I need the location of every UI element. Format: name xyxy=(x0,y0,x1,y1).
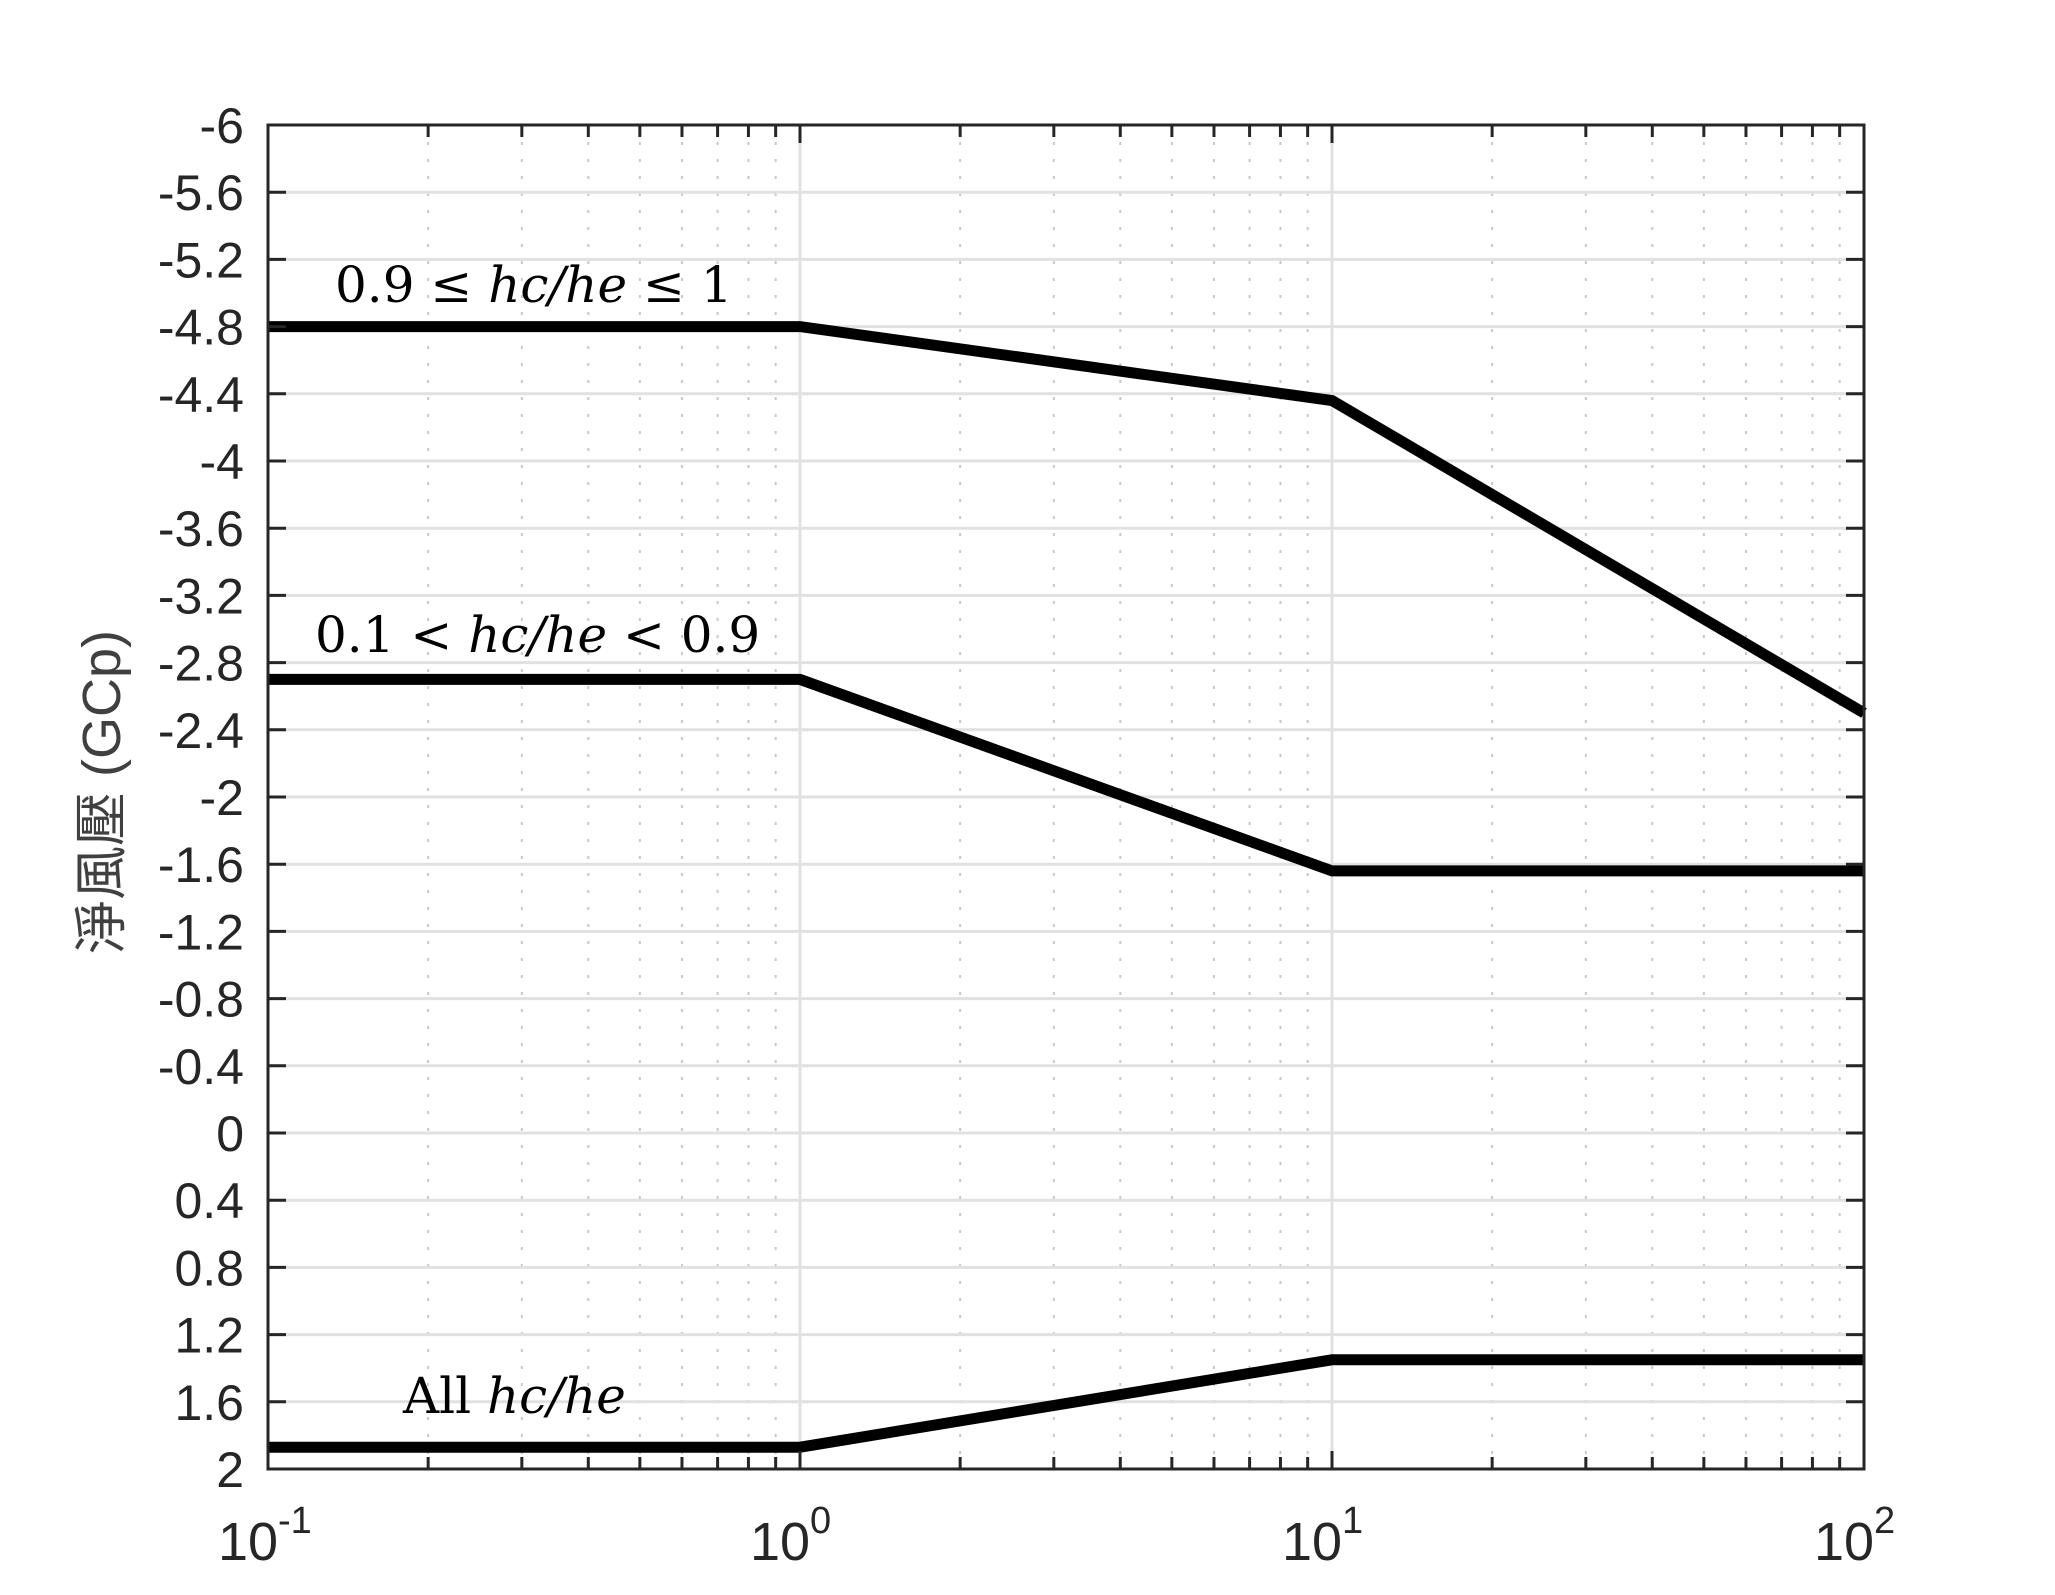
series-line xyxy=(268,321,1867,718)
series-annotation: 0.9 ≤ hc/he ≤ 1 xyxy=(335,256,733,314)
x-tick-exponent: -1 xyxy=(278,1500,312,1542)
y-tick-label: -3.2 xyxy=(158,568,244,624)
y-tick-label: 1.2 xyxy=(174,1308,244,1364)
y-axis-tick-labels: -6 -5.6 -5.2 -4.8 -4.4 -4 -3.6 -3.2 -2.8 -2.4 -2 -1… xyxy=(158,98,244,1498)
y-tick-label: -5.6 xyxy=(158,165,244,221)
x-tick-exponent: 0 xyxy=(810,1500,831,1542)
series-annotation: All hc/he xyxy=(402,1367,626,1425)
axes-box xyxy=(266,123,1866,1471)
x-tick-exponent: 2 xyxy=(1874,1500,1895,1542)
y-tick-label: 0.4 xyxy=(174,1173,244,1229)
series-annotation: 0.1 < hc/he < 0.9 xyxy=(315,606,760,664)
axes xyxy=(266,123,1866,1471)
x-tick-exponent: 1 xyxy=(1342,1500,1363,1542)
y-tick-label: -2.4 xyxy=(158,703,244,759)
x-tick-label: 10 xyxy=(750,1512,810,1572)
y-tick-label: -4 xyxy=(200,434,244,490)
y-axis-label: 淨風壓 (GCp) xyxy=(72,630,132,954)
x-tick-label: 10 xyxy=(1282,1512,1342,1572)
y-tick-label: 1.6 xyxy=(174,1375,244,1431)
y-tick-label: -0.8 xyxy=(158,972,244,1028)
y-tick-label: 0 xyxy=(216,1106,244,1162)
x-tick-label: 10 xyxy=(218,1512,278,1572)
y-tick-label: -4.4 xyxy=(158,367,244,423)
y-tick-label: -1.2 xyxy=(158,904,244,960)
y-tick-label: 2 xyxy=(216,1442,244,1498)
y-tick-label: -6 xyxy=(200,98,244,154)
y-tick-label: -4.8 xyxy=(158,300,244,356)
x-axis-tick-labels: 10 -1 10 0 10 1 10 2 xyxy=(218,1500,1895,1572)
y-tick-label: 0.8 xyxy=(174,1240,244,1296)
y-tick-label: -2 xyxy=(200,770,244,826)
series-lines xyxy=(268,321,1867,1453)
series-line xyxy=(268,673,1864,877)
y-tick-label: -1.6 xyxy=(158,837,244,893)
series-line xyxy=(268,1354,1864,1453)
minor-grid xyxy=(427,125,1841,1469)
y-tick-label: -0.4 xyxy=(158,1039,244,1095)
y-tick-label: -2.8 xyxy=(158,636,244,692)
y-tick-label: -5.2 xyxy=(158,232,244,288)
x-tick-label: 10 xyxy=(1814,1512,1874,1572)
y-tick-label: -3.6 xyxy=(158,501,244,557)
annotations: 0.9 ≤ hc/he ≤ 1 0.1 < hc/he < 0.9 All hc/h… xyxy=(315,256,760,1425)
